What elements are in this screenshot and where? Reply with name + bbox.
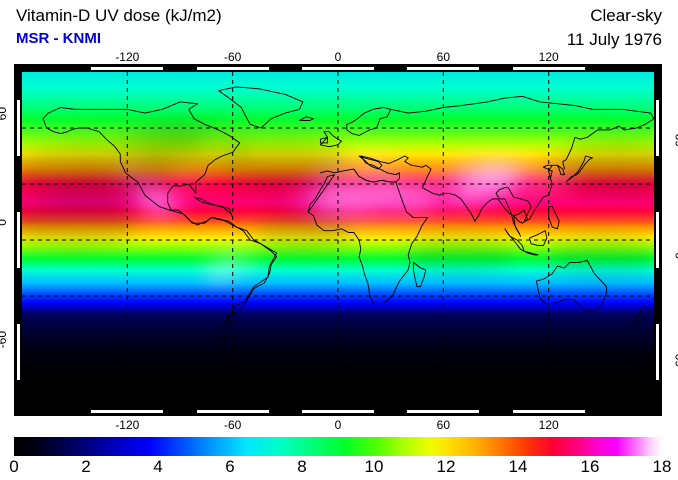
source-label: MSR - KNMI [16,30,101,47]
y-axis-label-left: 60 [0,107,9,121]
x-axis-label-top: 60 [436,50,450,64]
x-tick-top [512,67,585,70]
y-axis-label-left: 0 [0,219,9,259]
colorbar [14,437,662,456]
colorbar-tick-label: 18 [652,457,672,476]
map-plot-frame [14,64,662,416]
colorbar-tick-label: 0 [9,457,19,476]
x-tick-bottom [196,410,269,413]
x-axis-label-bottom: -120 [115,418,140,432]
x-axis-label-bottom: -60 [223,418,242,432]
x-axis-label-bottom: 0 [334,418,342,432]
y-tick-right [656,324,659,380]
map-canvas [22,72,654,408]
colorbar-tick-label: 10 [364,457,384,476]
page-title: Vitamin-D UV dose (kJ/m2) [16,6,222,25]
x-tick-top [196,67,269,70]
y-axis-label-right: 0 [673,219,678,259]
colorbar-tick-label: 14 [508,457,528,476]
graticule-overlay [22,72,654,408]
y-tick-right [656,212,659,268]
y-tick-left [17,324,20,380]
coastline-overlay [22,72,654,408]
x-axis-label-bottom: 60 [436,418,450,432]
x-axis-label-bottom: 120 [538,418,559,432]
y-tick-right [656,100,659,156]
y-tick-left [17,212,20,268]
colorbar-tick-label: 4 [153,457,163,476]
colorbar-tick-label: 16 [580,457,600,476]
x-tick-bottom [91,410,164,413]
x-tick-top [407,67,480,70]
colorbar-tick-label: 2 [81,457,91,476]
date-label: 11 July 1976 [566,30,662,49]
x-tick-bottom [302,410,374,413]
x-tick-top [91,67,164,70]
x-tick-bottom [407,410,480,413]
x-axis-label-top: 0 [334,50,342,64]
y-axis-label-right: -60 [673,353,678,371]
colorbar-tick-label: 12 [436,457,456,476]
x-tick-top [302,67,374,70]
colorbar-tick-label: 8 [297,457,307,476]
x-axis-label-top: 120 [538,50,559,64]
x-tick-bottom [512,410,585,413]
y-axis-label-left: -60 [0,331,9,349]
y-tick-left [17,100,20,156]
y-axis-label-right: 60 [673,133,678,147]
condition-label: Clear-sky [590,6,662,25]
colorbar-tick-label: 6 [225,457,235,476]
x-axis-label-top: -120 [115,50,140,64]
x-axis-label-top: -60 [223,50,242,64]
